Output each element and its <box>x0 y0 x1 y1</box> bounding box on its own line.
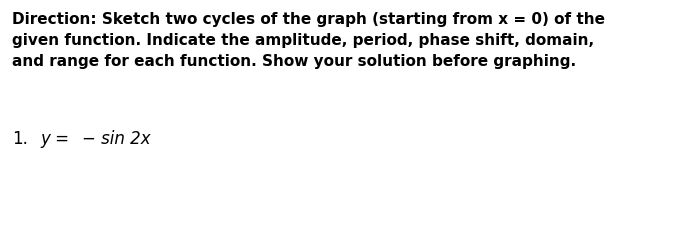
Text: and range for each function. Show your solution before graphing.: and range for each function. Show your s… <box>12 54 576 69</box>
Text: 1.: 1. <box>12 130 28 148</box>
Text: y =: y = <box>40 130 69 148</box>
Text: given function. Indicate the amplitude, period, phase shift, domain,: given function. Indicate the amplitude, … <box>12 33 594 48</box>
Text: Direction: Sketch two cycles of the graph (starting from x = 0) of the: Direction: Sketch two cycles of the grap… <box>12 12 605 27</box>
Text: − sin 2x: − sin 2x <box>82 130 151 148</box>
